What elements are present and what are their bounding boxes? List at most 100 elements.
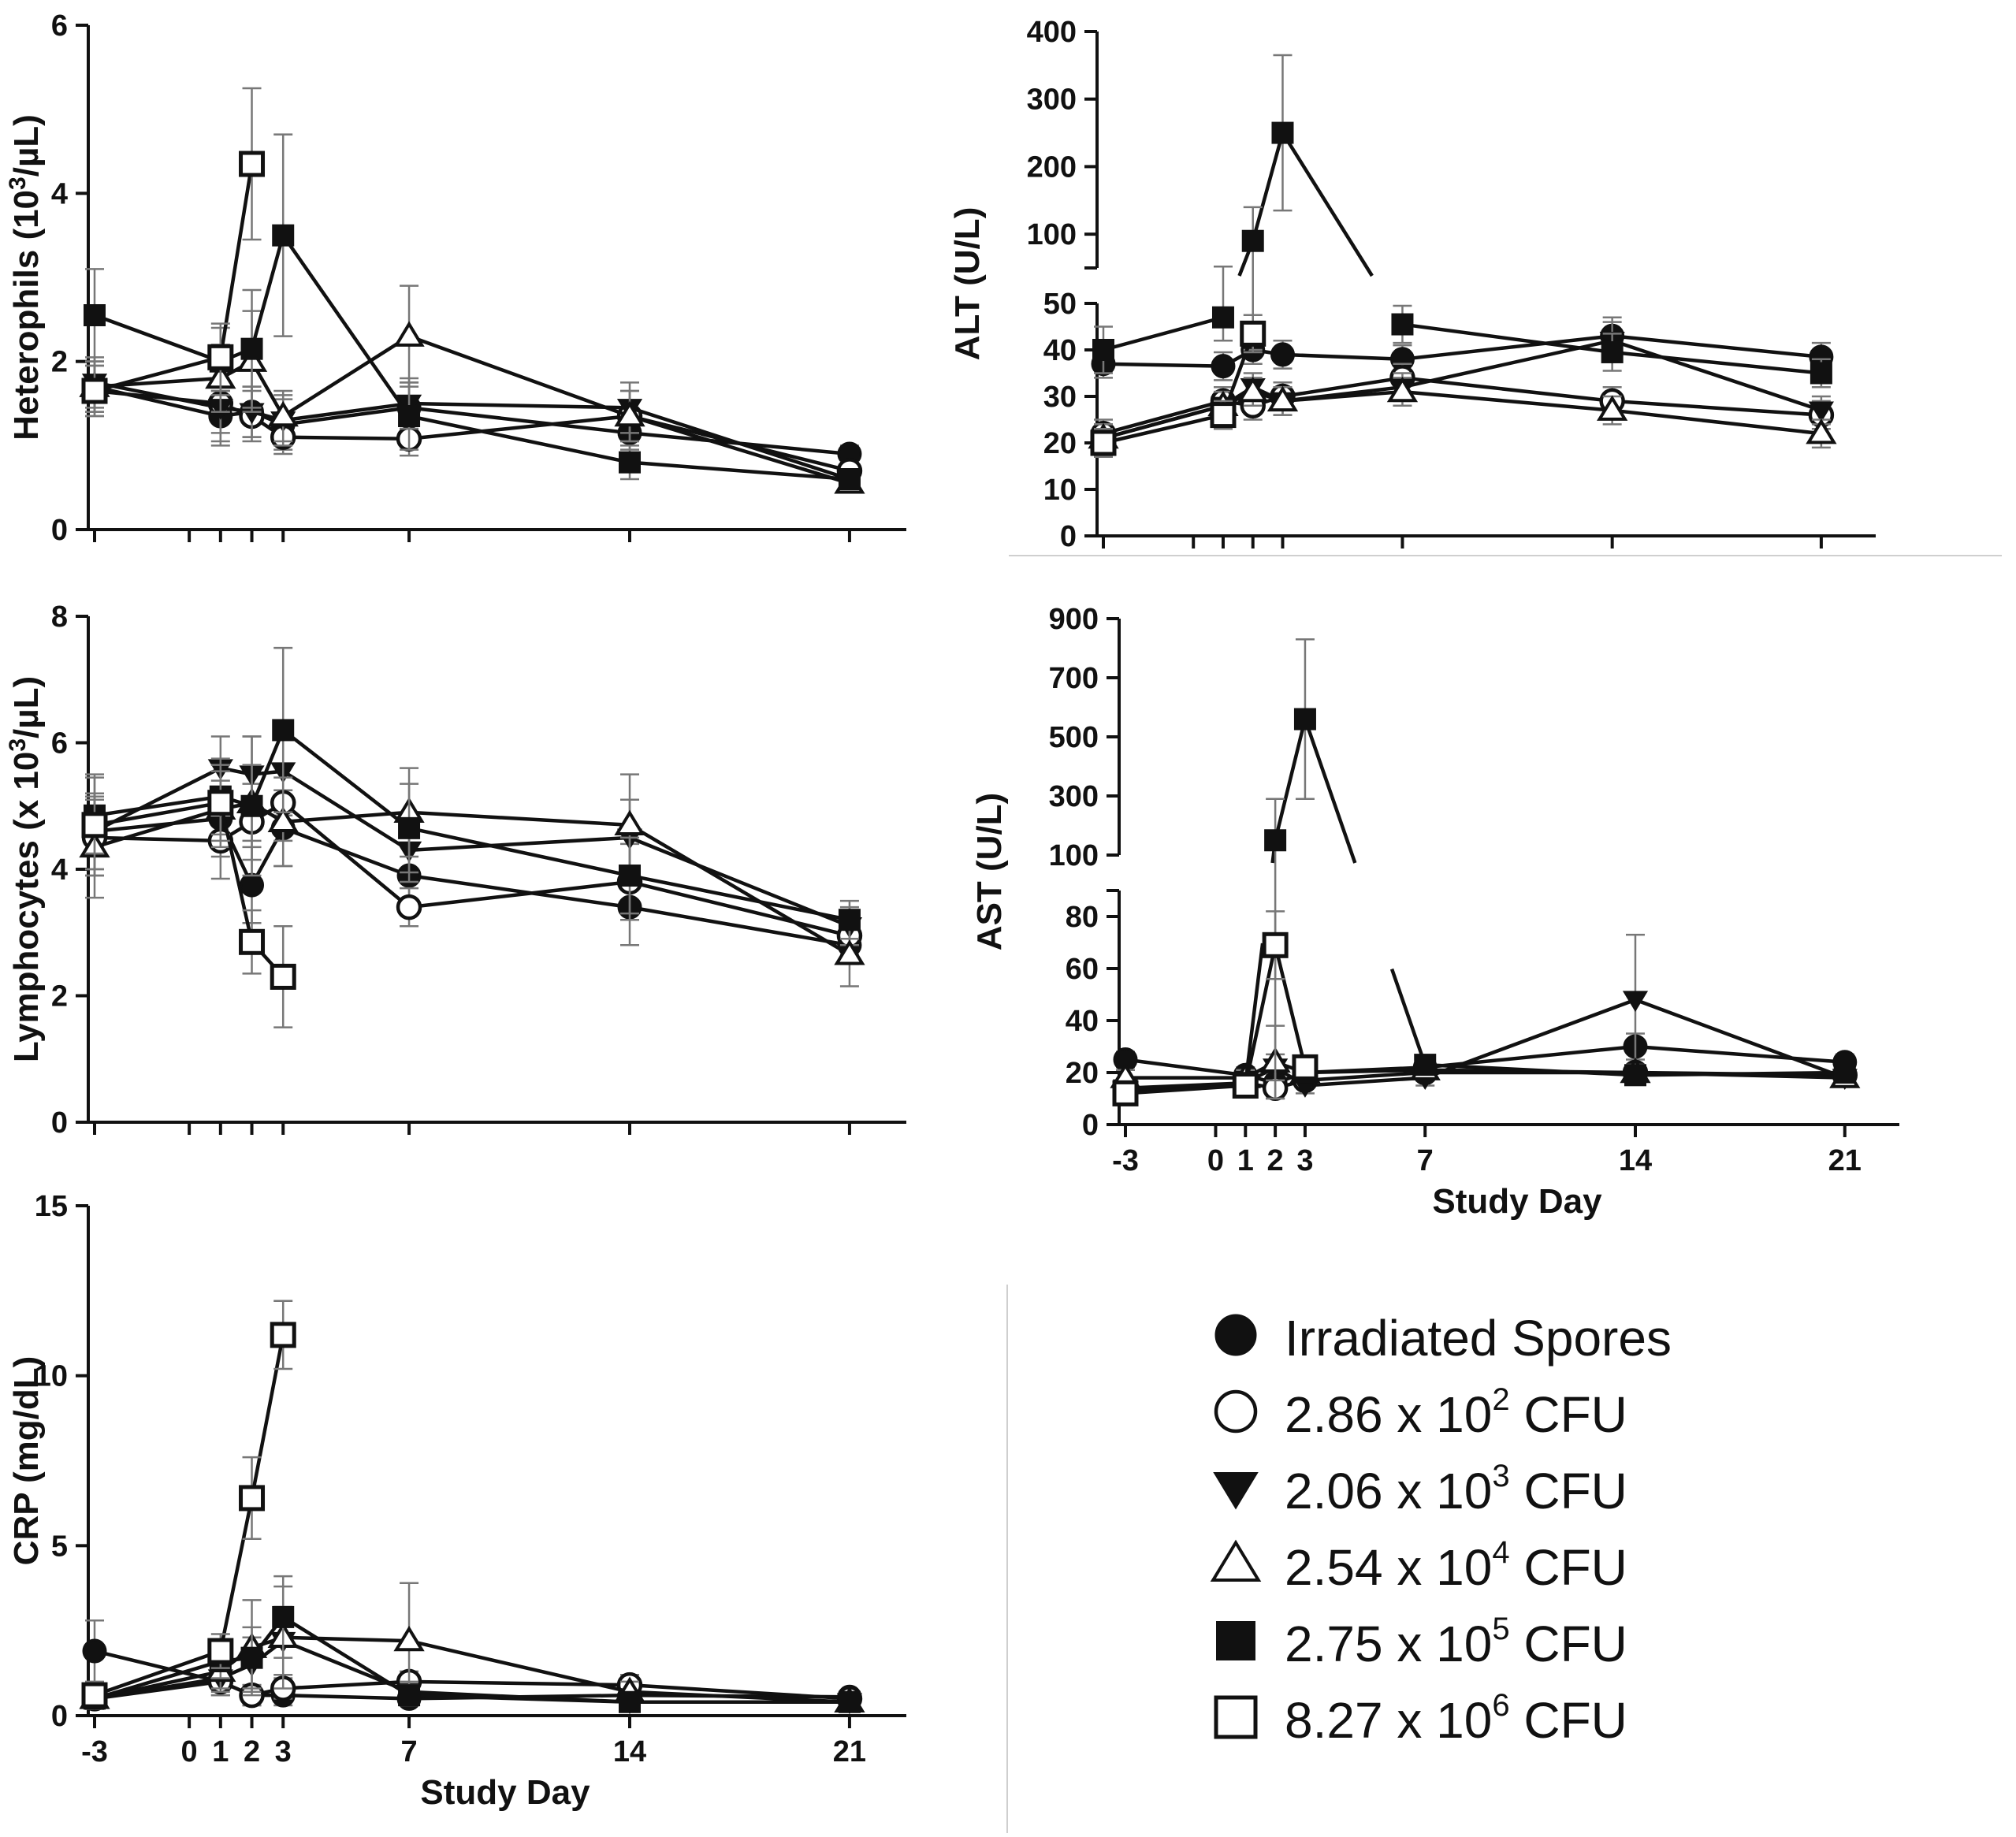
- y-tick-label: 0: [1082, 1109, 1099, 1142]
- marker-filled-square: [1601, 340, 1624, 363]
- x-tick-label: -3: [81, 1735, 108, 1768]
- marker-filled-triangle-down: [1808, 401, 1834, 423]
- marker-filled-square: [398, 816, 421, 839]
- marker-filled-square: [84, 304, 106, 326]
- series-open-square: [1090, 314, 1267, 458]
- y-tick-label: 10: [35, 1360, 68, 1393]
- series-line-segment: [1281, 132, 1374, 277]
- series-line-segment: [1244, 944, 1278, 1086]
- y-tick-label: 30: [1043, 381, 1077, 414]
- series-line-segment: [629, 905, 850, 947]
- legend-label: Irradiated Spores: [1285, 1310, 1672, 1367]
- series-line-segment: [283, 1693, 410, 1701]
- series-line-segment: [1103, 315, 1224, 352]
- series-filled-square: [1114, 638, 1856, 1105]
- marker-filled-square: [619, 1690, 642, 1713]
- legend-item: Irradiated Spores: [1214, 1310, 1672, 1367]
- series-filled-triangle-down: [81, 726, 863, 946]
- series-open-triangle-up: [79, 284, 865, 494]
- series-line-segment: [1251, 132, 1285, 242]
- marker-open-square: [1232, 1073, 1259, 1099]
- marker-filled-square: [272, 224, 295, 247]
- series-line-segment: [408, 406, 630, 435]
- y-tick-label: 6: [51, 9, 68, 43]
- marker-filled-circle: [82, 1638, 107, 1664]
- series-line-segment: [1303, 718, 1357, 864]
- marker-open-triangle-up: [1267, 385, 1299, 412]
- y-tick-label: 0: [1060, 520, 1077, 553]
- series-line-segment: [282, 769, 411, 852]
- marker-filled-square: [838, 909, 861, 932]
- marker-open-triangle-up: [267, 806, 299, 833]
- marker-open-square: [1112, 1080, 1139, 1106]
- series-line-segment: [94, 835, 221, 843]
- x-tick-label: 2: [244, 1735, 260, 1768]
- series-line-segment: [1103, 403, 1224, 441]
- marker-filled-square: [1271, 121, 1294, 144]
- series-line-segment: [1125, 1058, 1246, 1077]
- marker-filled-square: [1241, 229, 1264, 252]
- x-tick-label: 21: [1828, 1144, 1862, 1177]
- series-open-triangle-up: [1088, 376, 1837, 454]
- series-filled-square: [84, 646, 861, 940]
- y-axis-title: AST (U/L): [970, 793, 1009, 950]
- marker-filled-circle: [1211, 354, 1236, 379]
- legend-label-exponent: 5: [1492, 1612, 1509, 1646]
- marker-filled-square: [272, 1605, 295, 1628]
- y-axis-title: Lymphocytes (x 103/µL): [5, 676, 46, 1062]
- x-tick-label: 1: [1237, 1144, 1254, 1177]
- series-line-segment: [94, 355, 221, 393]
- marker-open-triangle-up: [393, 321, 425, 347]
- marker-filled-circle: [1214, 1314, 1257, 1356]
- marker-filled-square: [240, 337, 263, 360]
- marker-filled-square: [1211, 306, 1234, 329]
- legend-label-base: Irradiated Spores: [1285, 1310, 1672, 1367]
- y-tick-label: 900: [1049, 603, 1099, 636]
- series-filled-circle: [1091, 316, 1834, 381]
- marker-open-square: [81, 377, 108, 404]
- series-line-segment: [628, 823, 851, 957]
- legend-label-base: 2.54 x 10: [1285, 1539, 1492, 1596]
- series-line-segment: [1612, 334, 1822, 359]
- marker-open-square: [1090, 430, 1117, 456]
- series-line-segment: [283, 435, 410, 441]
- series-line-segment: [408, 1693, 630, 1704]
- marker-open-triangle-up: [1237, 376, 1269, 403]
- y-tick-label: 40: [1043, 334, 1077, 367]
- marker-filled-square: [1264, 829, 1287, 852]
- legend-label-base: 2.06 x 10: [1285, 1463, 1492, 1519]
- series-line-segment: [94, 1649, 221, 1698]
- y-tick-label: 4: [51, 853, 68, 887]
- marker-open-triangle-up: [834, 939, 865, 965]
- marker-open-triangle-up: [393, 1625, 425, 1652]
- series-line-segment: [1402, 334, 1612, 362]
- series-line-segment: [282, 401, 410, 422]
- series-open-square: [81, 764, 296, 1028]
- y-axis-title-part: CRP (mg/dL): [7, 1356, 46, 1566]
- series-line-segment: [1103, 362, 1224, 368]
- x-tick-label: 0: [1207, 1144, 1224, 1177]
- x-tick-label: -3: [1112, 1144, 1139, 1177]
- y-axis-title-part: ALT (U/L): [948, 207, 987, 361]
- legend-item: 2.75 x 105 CFU: [1216, 1612, 1627, 1672]
- legend-label-exponent: 6: [1492, 1688, 1509, 1723]
- panel-heterophils: 0 2 4 6 Heterophils (103/µL): [5, 9, 906, 547]
- series-line-segment: [1103, 399, 1224, 436]
- y-tick-label: 700: [1049, 662, 1099, 695]
- legend-label-base: 2.75 x 10: [1285, 1616, 1492, 1672]
- marker-open-square: [239, 151, 266, 177]
- series-line-segment: [282, 826, 410, 878]
- series-line-segment: [218, 163, 254, 358]
- marker-open-square: [81, 812, 108, 839]
- marker-filled-square: [619, 865, 642, 887]
- marker-open-circle: [1214, 1389, 1258, 1434]
- series-line-segment: [1103, 413, 1224, 445]
- marker-open-square: [270, 1322, 296, 1348]
- y-tick-label: 60: [1066, 953, 1099, 986]
- series-line-segment: [408, 835, 630, 853]
- marker-open-square: [81, 1682, 108, 1709]
